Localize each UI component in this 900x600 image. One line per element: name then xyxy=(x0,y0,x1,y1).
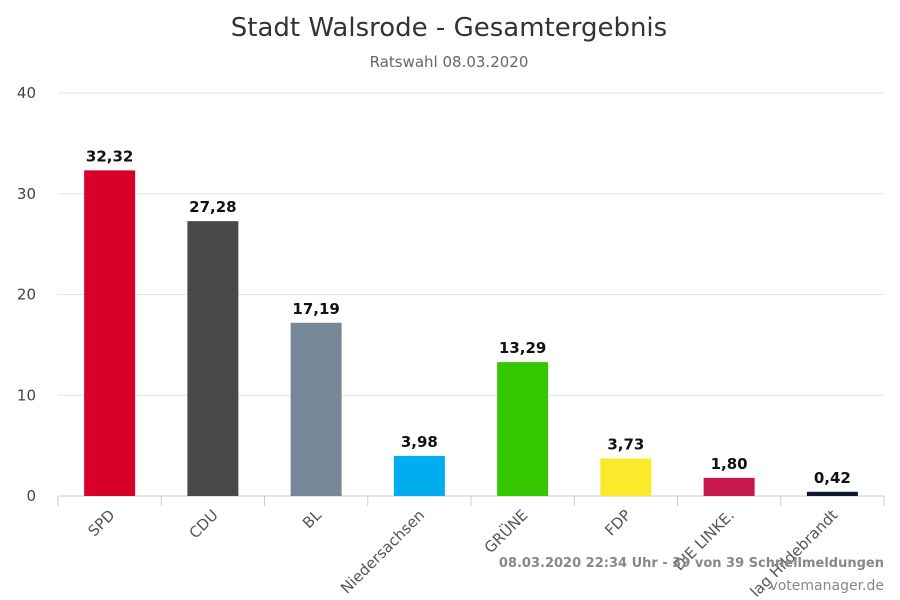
data-label: 32,32 xyxy=(86,147,133,165)
bars: 32,32 27,28 17,19 3,98 13,29 3,73 1,80 0,42 xyxy=(84,147,858,497)
bar-lag-hildebrandt[interactable] xyxy=(806,491,858,496)
bar-die-linke-[interactable] xyxy=(703,477,755,496)
x-tick-label: BL xyxy=(299,506,325,532)
data-label: 3,98 xyxy=(401,433,438,451)
grid: 0 10 20 30 40 xyxy=(17,84,885,506)
data-label: 13,29 xyxy=(499,339,546,357)
x-tick-label: GRÜNE xyxy=(480,505,531,556)
bar-fdp[interactable] xyxy=(600,458,652,496)
x-tick-label: SPD xyxy=(84,506,118,540)
data-label: 3,73 xyxy=(607,435,644,453)
data-label: 27,28 xyxy=(189,198,236,216)
footer-timestamp: 08.03.2020 22:34 Uhr - 39 von 39 Schnell… xyxy=(499,556,884,571)
chart-subtitle: Ratswahl 08.03.2020 xyxy=(370,53,529,71)
data-label: 0,42 xyxy=(814,469,851,487)
footer-credit: votemanager.de xyxy=(769,578,884,594)
x-tick-label: CDU xyxy=(186,506,222,542)
x-tick-label: FDP xyxy=(601,506,634,539)
bar-niedersachsen[interactable] xyxy=(393,455,445,496)
x-tick-labels: SPD CDU BL Niedersachsen GRÜNE FDP DIE LINKE. l… xyxy=(84,505,841,600)
y-tick-label: 30 xyxy=(17,185,36,203)
bar-gr-ne[interactable] xyxy=(497,362,549,496)
x-tick-label: Niedersachsen xyxy=(337,506,428,597)
y-tick-label: 20 xyxy=(17,286,36,304)
data-label: 17,19 xyxy=(292,300,339,318)
bar-spd[interactable] xyxy=(84,170,136,496)
y-tick-label: 40 xyxy=(17,84,36,102)
bar-cdu[interactable] xyxy=(187,221,239,497)
chart-title: Stadt Walsrode - Gesamtergebnis xyxy=(231,13,667,43)
data-label: 1,80 xyxy=(711,455,748,473)
y-tick-label: 10 xyxy=(17,386,36,404)
y-tick-label: 0 xyxy=(26,487,36,505)
bar-bl[interactable] xyxy=(290,322,342,496)
